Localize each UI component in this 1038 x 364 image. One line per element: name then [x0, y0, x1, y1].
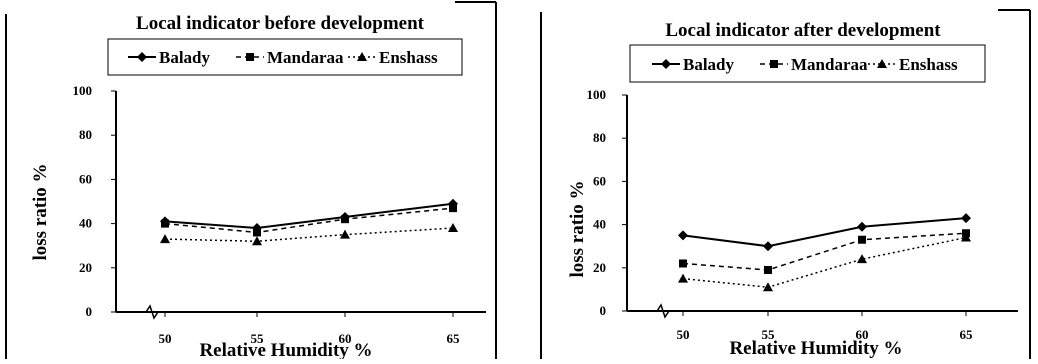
legend-marker [357, 52, 367, 61]
x-tick-label: 60 [856, 327, 869, 342]
chart-plot-1: 0 20 40 60 80 100 50 55 60 65 Balady Mandaraa Enshas… [587, 55, 1018, 342]
legend-label: Balady [159, 48, 211, 67]
series-balady: Balady [652, 55, 971, 252]
chart-title: Local indicator after development [665, 20, 941, 41]
x-axis-label: Relative Humidity % [729, 338, 902, 359]
legend-label: Balady [683, 55, 735, 74]
data-point [857, 221, 867, 232]
legend-marker [770, 60, 778, 68]
y-tick-label: 60 [79, 171, 92, 186]
data-point [678, 273, 688, 283]
y-axis-label: loss ratio % [567, 180, 588, 277]
panel-before: Local indicator before development loss … [5, 1, 497, 361]
data-point [857, 254, 867, 264]
data-point [161, 219, 169, 228]
data-point [678, 230, 688, 241]
y-tick-label: 0 [600, 303, 607, 318]
series-enshass: Enshass [160, 48, 458, 246]
legend-label: Enshass [899, 55, 958, 74]
chart-plot-0: 0 20 40 60 80 100 50 55 60 65 Balady Mandaraa Enshas… [73, 48, 486, 346]
data-point [961, 232, 971, 242]
axis-break-mark [145, 304, 159, 320]
data-point [160, 234, 170, 244]
y-tick-label: 20 [593, 260, 606, 275]
data-point [341, 215, 349, 224]
legend-box [107, 38, 463, 76]
axis-break-mark [656, 303, 670, 319]
legend-marker [246, 53, 254, 61]
x-tick-label: 65 [960, 327, 974, 342]
y-tick-label: 80 [79, 127, 92, 142]
data-point [764, 265, 772, 274]
series-line [164, 227, 454, 243]
legend-label: Mandaraa [267, 48, 344, 67]
series-line [164, 207, 454, 234]
y-tick-label: 0 [86, 304, 93, 319]
series-line [682, 236, 967, 289]
series-enshass: Enshass [678, 55, 971, 292]
x-axis-label: Relative Humidity % [199, 340, 372, 359]
y-tick-label: 20 [79, 260, 92, 275]
legend-label: Mandaraa [791, 55, 868, 74]
data-point [679, 259, 687, 268]
x-tick-label: 50 [677, 327, 690, 342]
y-tick-label: 100 [73, 83, 93, 98]
data-point [449, 204, 457, 213]
x-tick-label: 55 [762, 327, 776, 342]
series-balady: Balady [128, 48, 458, 234]
chart-title: Local indicator before development [136, 13, 425, 34]
series-line [682, 217, 967, 248]
legend-marker [877, 59, 887, 68]
data-point [763, 241, 773, 252]
y-axis-label: loss ratio % [30, 163, 51, 260]
legend-marker [661, 59, 671, 69]
y-tick-label: 40 [593, 217, 606, 232]
data-point [340, 229, 350, 239]
legend-marker [137, 52, 147, 62]
y-tick-label: 100 [587, 87, 607, 102]
x-tick-label: 65 [447, 331, 461, 346]
legend-label: Enshass [379, 48, 438, 67]
x-tick-label: 60 [339, 331, 352, 346]
x-tick-label: 55 [251, 331, 265, 346]
y-tick-label: 80 [593, 130, 606, 145]
y-tick-label: 60 [593, 173, 606, 188]
data-point [763, 282, 773, 292]
data-point [961, 213, 971, 224]
series-line [682, 232, 967, 271]
data-point [448, 223, 458, 233]
data-point [253, 228, 261, 237]
legend-box [629, 44, 986, 83]
x-tick-label: 50 [159, 331, 172, 346]
y-tick-label: 40 [79, 216, 92, 231]
data-point [252, 236, 262, 246]
series-line [164, 202, 454, 230]
panel-after: Local indicator after development loss r… [540, 9, 1031, 359]
data-point [858, 235, 866, 244]
series-mandaraa: Mandaraa [161, 48, 457, 237]
